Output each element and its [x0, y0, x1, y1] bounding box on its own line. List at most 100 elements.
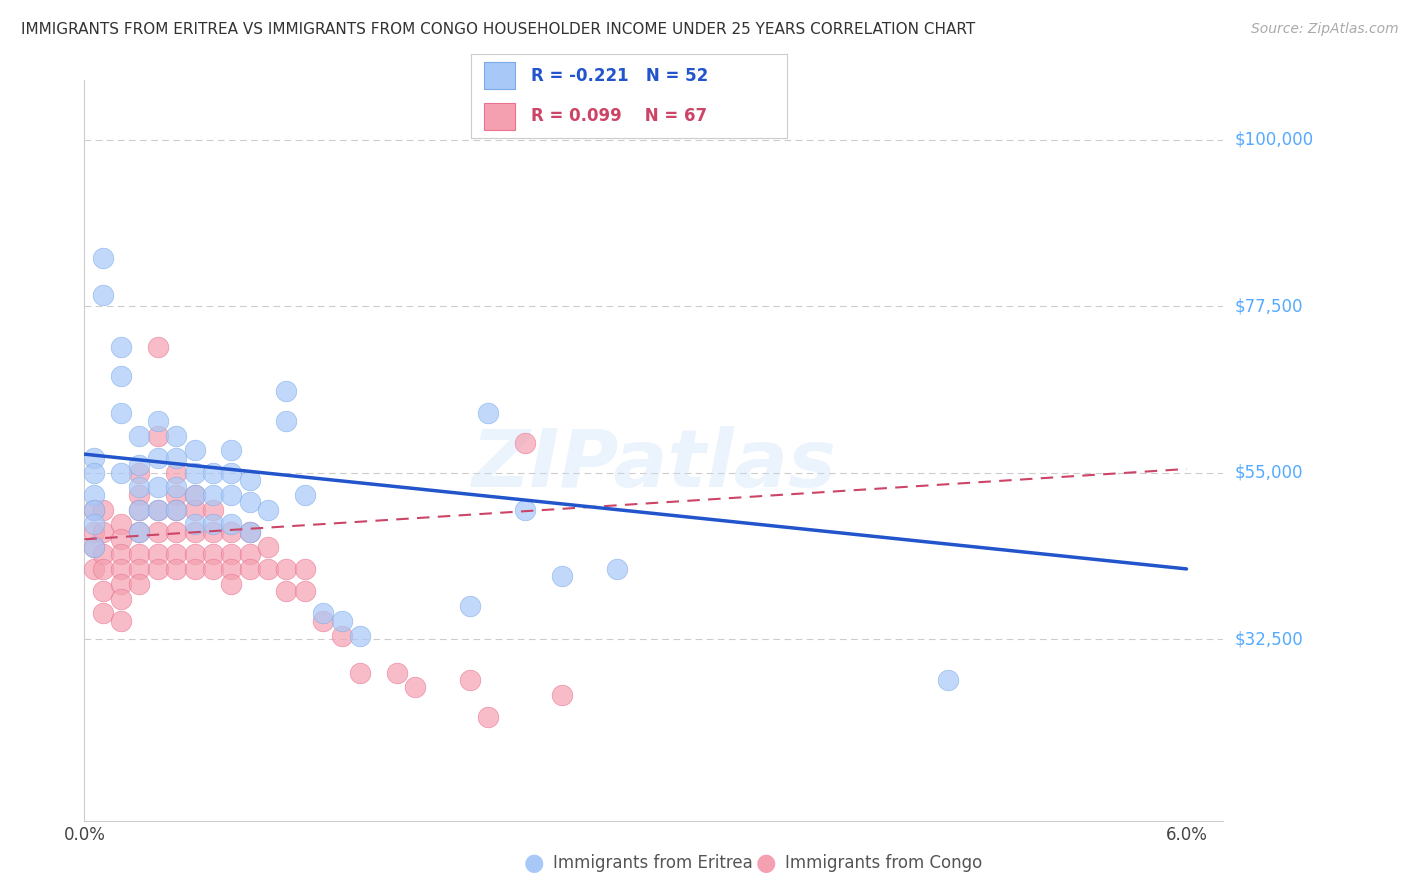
Point	[91, 547, 114, 561]
Point	[276, 384, 298, 399]
Point	[201, 547, 224, 561]
Point	[146, 428, 169, 442]
Text: Source: ZipAtlas.com: Source: ZipAtlas.com	[1251, 22, 1399, 37]
Point	[165, 547, 187, 561]
Point	[110, 407, 132, 421]
Point	[404, 681, 426, 695]
Point	[257, 562, 280, 576]
Point	[221, 562, 243, 576]
Point	[110, 576, 132, 591]
Point	[110, 562, 132, 576]
Point	[110, 517, 132, 532]
Point	[110, 591, 132, 606]
Point	[83, 488, 105, 502]
Point	[83, 502, 105, 516]
Point	[221, 547, 243, 561]
Point	[128, 488, 150, 502]
Point	[110, 340, 132, 354]
Point	[128, 428, 150, 442]
Point	[91, 502, 114, 516]
Point	[201, 502, 224, 516]
Point	[128, 480, 150, 494]
Point	[239, 524, 262, 539]
Point	[551, 688, 574, 702]
Point	[183, 562, 205, 576]
Point	[330, 628, 353, 642]
Point	[128, 576, 150, 591]
Point	[91, 288, 114, 302]
Point	[221, 443, 243, 458]
Point	[201, 466, 224, 480]
Point	[110, 547, 132, 561]
Point	[239, 547, 262, 561]
Point	[551, 569, 574, 583]
Point	[349, 628, 371, 642]
Point	[165, 466, 187, 480]
Text: R = -0.221   N = 52: R = -0.221 N = 52	[531, 67, 709, 85]
Point	[183, 502, 205, 516]
Point	[201, 517, 224, 532]
Text: $77,500: $77,500	[1234, 297, 1303, 315]
Point	[165, 502, 187, 516]
Point	[91, 607, 114, 621]
Point	[385, 665, 408, 680]
Point	[458, 673, 481, 687]
Point	[146, 450, 169, 465]
Point	[83, 540, 105, 554]
Text: R = 0.099    N = 67: R = 0.099 N = 67	[531, 107, 707, 125]
Point	[183, 488, 205, 502]
Point	[183, 524, 205, 539]
Point	[91, 251, 114, 265]
Point	[349, 665, 371, 680]
Point	[239, 562, 262, 576]
Text: ●: ●	[524, 852, 544, 875]
Point	[294, 584, 316, 599]
Point	[128, 562, 150, 576]
Point	[294, 488, 316, 502]
Point	[477, 710, 499, 724]
Point	[276, 414, 298, 428]
Point	[606, 562, 628, 576]
Point	[83, 562, 105, 576]
Point	[110, 369, 132, 384]
Point	[83, 524, 105, 539]
Point	[183, 547, 205, 561]
Point	[110, 466, 132, 480]
Point	[128, 524, 150, 539]
Point	[110, 614, 132, 628]
Text: Immigrants from Congo: Immigrants from Congo	[785, 855, 981, 872]
Point	[276, 562, 298, 576]
Point	[83, 450, 105, 465]
Point	[201, 524, 224, 539]
Point	[257, 540, 280, 554]
Point	[165, 562, 187, 576]
Point	[91, 524, 114, 539]
Point	[312, 614, 335, 628]
Point	[183, 517, 205, 532]
Text: ●: ●	[756, 852, 776, 875]
Point	[221, 488, 243, 502]
Point	[83, 466, 105, 480]
Point	[165, 488, 187, 502]
Point	[128, 466, 150, 480]
Point	[146, 502, 169, 516]
Point	[515, 502, 537, 516]
Point	[221, 466, 243, 480]
Text: Immigrants from Eritrea: Immigrants from Eritrea	[553, 855, 752, 872]
Point	[146, 502, 169, 516]
Point	[257, 502, 280, 516]
Point	[183, 443, 205, 458]
Text: IMMIGRANTS FROM ERITREA VS IMMIGRANTS FROM CONGO HOUSEHOLDER INCOME UNDER 25 YEA: IMMIGRANTS FROM ERITREA VS IMMIGRANTS FR…	[21, 22, 976, 37]
Point	[83, 517, 105, 532]
Point	[91, 562, 114, 576]
Point	[83, 502, 105, 516]
Text: $55,000: $55,000	[1234, 464, 1303, 482]
Point	[165, 480, 187, 494]
Point	[201, 562, 224, 576]
Point	[936, 673, 959, 687]
Point	[128, 502, 150, 516]
Point	[239, 495, 262, 509]
Text: $100,000: $100,000	[1234, 130, 1313, 148]
Point	[165, 524, 187, 539]
Point	[201, 488, 224, 502]
